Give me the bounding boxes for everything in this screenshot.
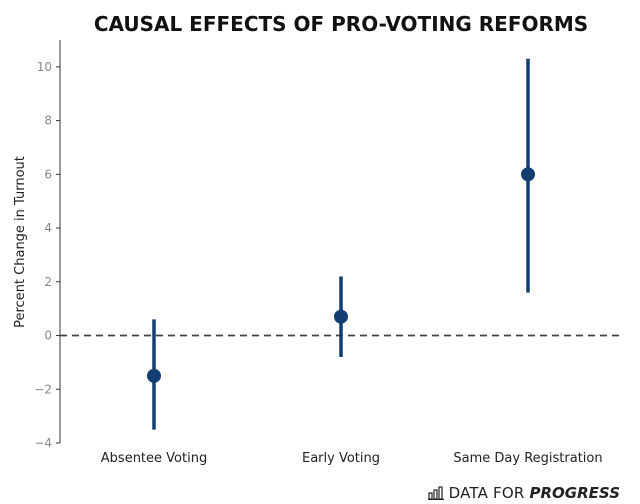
brand-logo: DATA FOR PROGRESS [427,484,620,502]
x-category-label: Absentee Voting [101,451,207,466]
point-estimate [334,309,348,324]
y-tick-label: 0 [44,329,52,343]
y-tick-label: 10 [37,60,52,74]
brand-text: DATA FOR [448,484,525,502]
y-tick-label: −2 [34,382,52,396]
y-tick-label: −4 [34,436,52,450]
axes: −4 −2 0 2 4 6 8 10 Absentee Voting Early Voting Sa… [34,40,620,466]
bar-chart-icon [427,486,444,500]
x-category-label: Same Day Registration [453,451,602,466]
chart-title: CAUSAL EFFECTS OF PRO-VOTING REFORMS [94,12,588,36]
chart-marks [147,58,535,430]
y-axis-title: Percent Change in Turnout [13,156,28,328]
x-category-label: Early Voting [302,451,380,466]
y-tick-label: 6 [44,167,52,181]
y-tick-label: 2 [44,275,52,289]
point-estimate [147,368,161,383]
point-estimate [521,167,535,182]
y-tick-label: 8 [44,114,52,128]
y-tick-label: 4 [44,221,52,235]
brand-text-bold: PROGRESS [529,484,620,502]
